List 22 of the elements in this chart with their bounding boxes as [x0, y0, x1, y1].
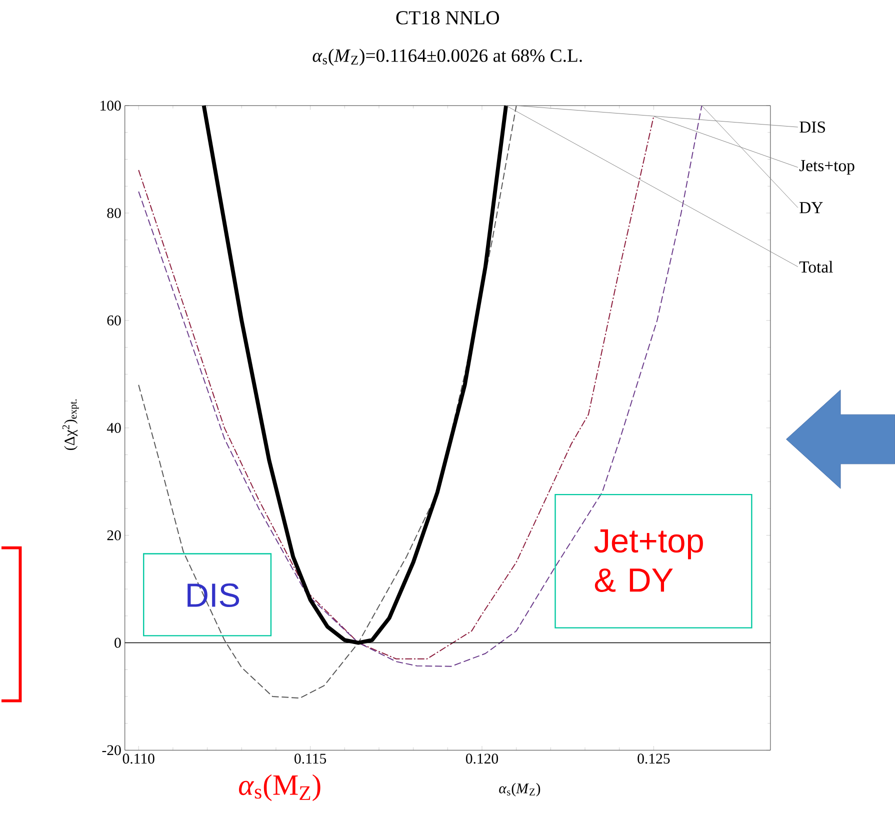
text: Total: [799, 260, 833, 273]
y-tick-label: 20: [107, 530, 121, 540]
text: DY: [800, 202, 823, 214]
y-tick-label: 0: [114, 638, 121, 648]
y-axis-title: (Δχ$^{2}$)$_{expt.}$: [62, 399, 79, 450]
x-axis-title: α$_{s}$(M$_{Z}$): [499, 782, 540, 796]
y-tick-label: 40: [106, 422, 121, 433]
y-tick-label: 80: [107, 208, 121, 218]
chart-title: CT18 NNLO: [396, 11, 500, 24]
x-tick-label: 0.110: [122, 754, 154, 764]
y-tick-label: -20: [102, 745, 121, 756]
x-tick-label: 0.120: [466, 754, 498, 764]
x-tick-label: 0.125: [638, 754, 670, 764]
annotation: DIS: [188, 583, 240, 608]
text: α$_{s}$(M$_{Z}$): [238, 774, 320, 802]
y-tick-label: 60: [107, 315, 121, 326]
x-tick-label: 0.115: [294, 754, 326, 764]
chart-subtitle: α$_{s}$(M$_{Z}$)=0.1164±0.0026 at 68% C.L.: [312, 48, 582, 66]
y-tick-label: 100: [100, 100, 121, 111]
annotation: Jet+top & DY: [594, 529, 703, 592]
text: Jets+top: [799, 160, 854, 175]
text: DIS: [800, 121, 825, 133]
